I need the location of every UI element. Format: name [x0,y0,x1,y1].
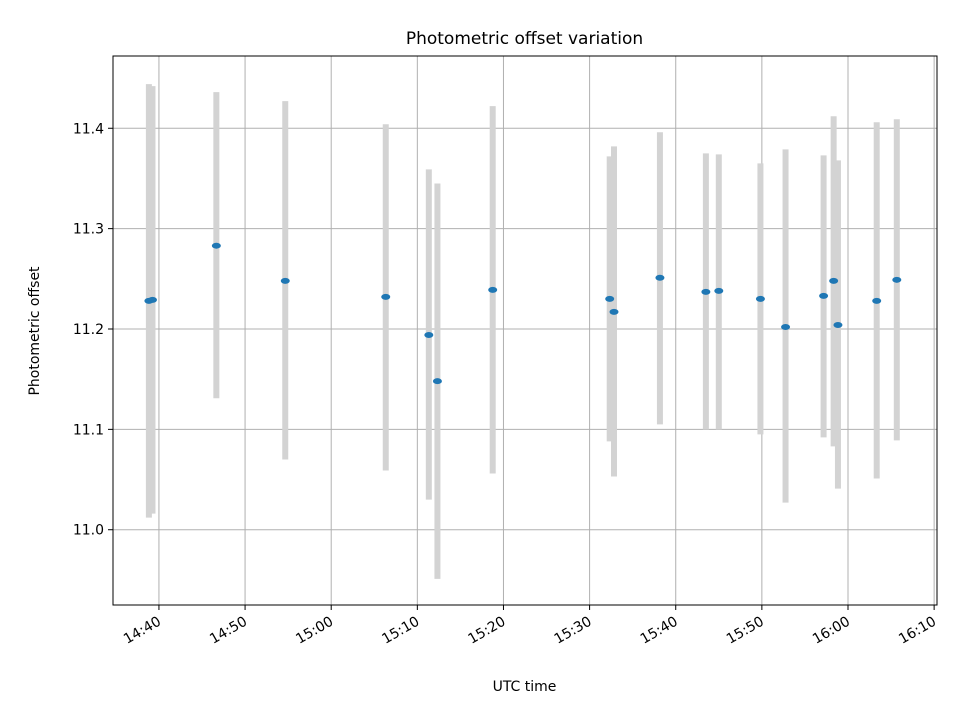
x-tick-label: 15:30 [552,614,595,648]
x-tick-label: 14:40 [121,614,164,648]
x-tick-label: 16:00 [810,614,853,648]
data-point [872,297,882,304]
data-point [781,323,791,330]
x-tick-label: 16:10 [896,614,939,648]
data-point [488,286,498,293]
y-axis-label: Photometric offset [27,266,43,396]
data-point [609,308,619,315]
x-tick-label: 15:10 [379,614,422,648]
x-tick-label: 15:40 [638,614,681,648]
x-tick-label: 15:50 [724,614,767,648]
y-tick-label: 11.2 [73,322,104,338]
data-point [819,292,829,299]
y-tick-label: 11.3 [73,222,104,238]
data-point [432,378,442,385]
data-point [211,242,221,249]
x-tick-label: 15:00 [293,614,336,648]
data-point [381,293,391,300]
data-point [605,295,615,302]
y-tick-label: 11.0 [73,523,104,539]
point-layer [144,242,902,385]
tick-layer: 14:40 14:50 15:00 15:10 15:20 15:30 15:40 15:50… [73,121,939,647]
data-point [833,321,843,328]
errorbar-layer [145,84,900,579]
data-point [655,274,665,281]
data-point [424,332,434,339]
grid-layer [113,56,937,605]
data-point [147,296,157,303]
data-point [280,277,290,284]
x-tick-label: 15:20 [466,614,509,648]
data-point [829,277,839,284]
y-tick-label: 11.4 [73,121,104,137]
data-point [714,287,724,294]
data-point [755,295,765,302]
x-tick-label: 14:50 [207,614,250,648]
plot-frame [112,55,938,606]
x-axis-label: UTC time [493,679,557,695]
data-point [701,288,711,295]
data-point [892,276,902,283]
chart-title: Photometric offset variation [406,29,643,49]
y-tick-label: 11.1 [73,422,104,438]
